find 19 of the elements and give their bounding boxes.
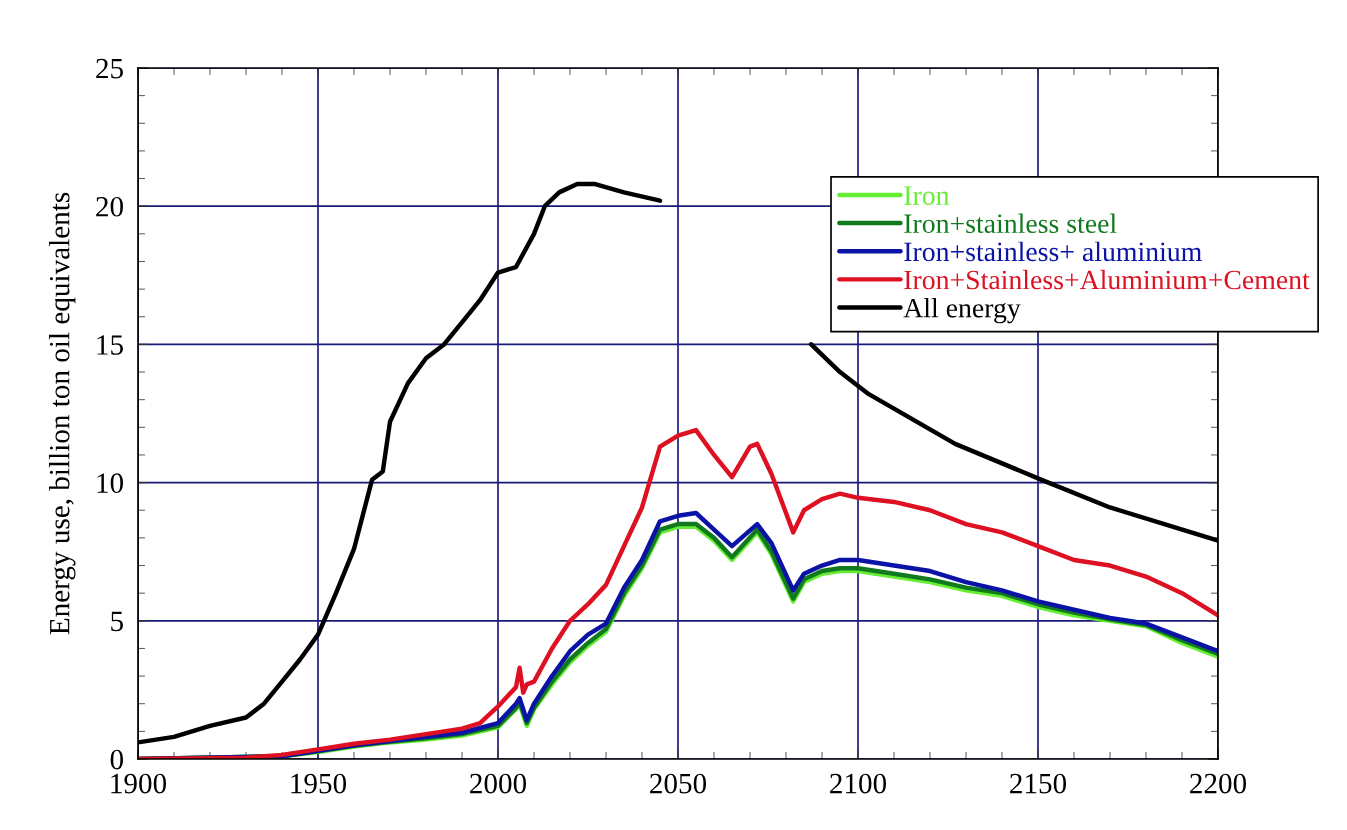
legend-label: Iron+stainless+ aluminium <box>904 241 1202 262</box>
x-tick-label: 2000 <box>470 773 527 794</box>
y-tick-label: 0 <box>110 749 123 770</box>
x-tick-label: 2050 <box>650 773 707 794</box>
y-tick-label: 20 <box>96 196 123 217</box>
legend-label: Iron+stainless steel <box>904 213 1117 234</box>
x-tick-label: 1900 <box>111 773 167 794</box>
y-tick-label: 5 <box>111 611 123 632</box>
legend-label: All energy <box>903 297 1021 324</box>
x-tick-label: 2200 <box>1190 773 1247 794</box>
y-tick-label: 10 <box>97 473 123 494</box>
x-tick-label: 1950 <box>291 773 347 794</box>
y-tick-label: 15 <box>97 335 123 355</box>
legend-label: Iron+Stainless+Aluminium+Cement <box>904 269 1310 290</box>
y-tick-label: 25 <box>96 58 123 79</box>
y-axis-title: Energy use, billion ton oil equivalents <box>48 192 76 635</box>
legend-label: Iron <box>904 186 950 205</box>
x-tick-label: 2100 <box>830 773 887 794</box>
x-tick-label: 2150 <box>1010 773 1067 794</box>
